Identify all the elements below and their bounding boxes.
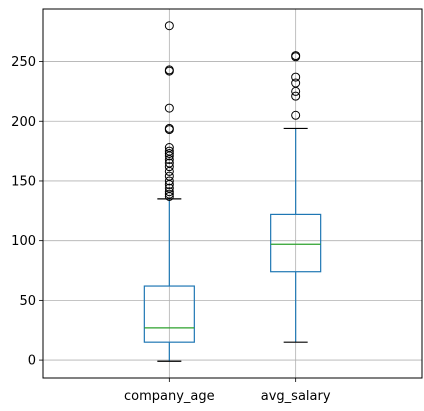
outlier-point [291,110,301,120]
outlier-point [291,78,301,88]
y-tick-label: 200 [11,115,36,130]
y-tick-label: 0 [28,354,36,369]
y-tick-label: 100 [11,234,36,249]
y-tick-label: 250 [11,55,36,70]
outlier-point [164,21,174,31]
outlier-point [164,146,174,156]
outlier-point [164,148,174,158]
outlier-point [291,51,301,61]
x-tick-label: company_age [124,389,215,404]
y-tick-label: 150 [11,174,36,189]
outlier-point [164,158,174,168]
outlier-point [291,91,301,101]
y-axis: 0 50 100 150 200 250 [11,55,43,369]
outlier-point [164,123,174,133]
outlier-point [164,187,174,197]
outlier-point [164,189,174,199]
plot-frame [42,8,423,379]
outlier-point [291,72,301,82]
x-tick-label: avg_salary [261,389,331,404]
outlier-point [164,143,174,153]
box-company_age [143,21,195,362]
box-avg_salary [270,51,322,343]
x-axis: company_age avg_salary [124,378,331,404]
iqr-box [143,285,195,343]
outlier-point [164,65,174,75]
outlier-point [164,103,174,113]
outlier-point [164,162,174,172]
boxes [143,21,322,362]
iqr-box [270,213,322,273]
outlier-point [164,171,174,181]
y-tick-label: 50 [19,294,36,309]
outlier-point [164,176,174,186]
grid-lines [43,9,422,378]
outlier-point [164,183,174,193]
